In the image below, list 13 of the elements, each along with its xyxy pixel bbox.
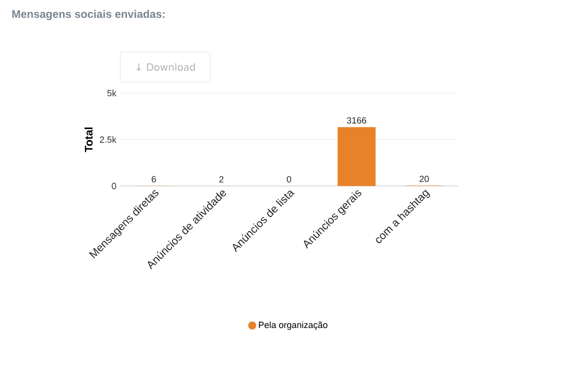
data-label: 0 (286, 176, 292, 182)
legend-label: Pela organização (258, 321, 328, 330)
y-tick-label: 0 (112, 182, 116, 190)
data-label: 6 (152, 176, 156, 182)
chart-title: Mensagens sociais enviadas: (12, 10, 165, 20)
data-label: 20 (420, 176, 429, 182)
bar (338, 127, 376, 186)
data-label: 3166 (346, 117, 366, 124)
y-tick-label: 5k (107, 90, 116, 96)
data-label: 2 (219, 176, 224, 182)
text: ↓ Download (136, 63, 195, 71)
y-axis-title: Total (84, 128, 93, 152)
y-tick-label: 2.5k (100, 136, 116, 143)
